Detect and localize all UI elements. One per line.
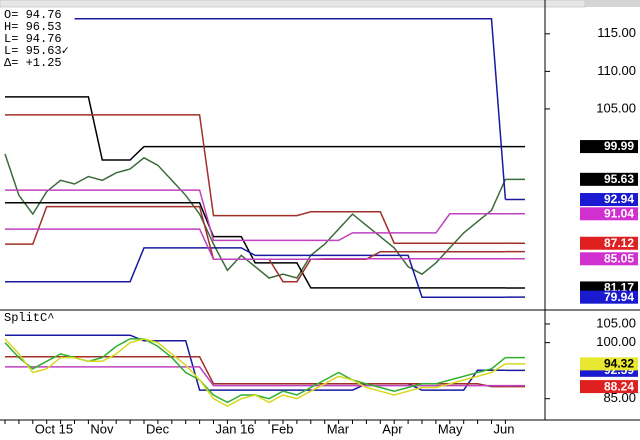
price-tag bbox=[580, 252, 638, 266]
price-tag bbox=[580, 380, 638, 394]
price-tag-label: 85.05 bbox=[604, 251, 634, 265]
price-tag-label: 88.24 bbox=[604, 379, 634, 393]
x-tick-label: Nov bbox=[90, 421, 114, 436]
series-line bbox=[5, 202, 506, 289]
x-tick-label: May bbox=[438, 421, 463, 436]
series-line bbox=[4, 153, 507, 279]
panel-title: SplitC^ bbox=[4, 311, 54, 325]
y-tick-label: 105.00 bbox=[596, 100, 636, 115]
x-tick-label: Jan 16 bbox=[216, 421, 255, 436]
x-tick-label: Dec bbox=[146, 421, 170, 436]
y-tick-label: 105.00 bbox=[596, 315, 636, 330]
price-tag bbox=[580, 207, 638, 221]
x-tick-label: Mar bbox=[327, 421, 350, 436]
price-tag bbox=[580, 357, 638, 371]
price-tag bbox=[580, 290, 638, 304]
ohlc-line: L= 95.63✓ bbox=[4, 44, 69, 58]
y-tick-label: 110.00 bbox=[597, 63, 636, 78]
price-tag bbox=[580, 172, 638, 186]
ohlc-box bbox=[1, 8, 69, 66]
price-tag bbox=[580, 236, 638, 250]
price-tag-label: 87.12 bbox=[604, 236, 634, 250]
series-line bbox=[5, 189, 506, 242]
x-tick-label: Feb bbox=[271, 421, 293, 436]
price-tag-label: 79.94 bbox=[604, 290, 634, 304]
toolbar-strip bbox=[0, 0, 640, 8]
series-line bbox=[5, 334, 506, 391]
ohlc-line: L= 94.76 bbox=[4, 32, 62, 46]
series-line bbox=[5, 96, 506, 161]
toolbar bbox=[0, 0, 586, 8]
series-line bbox=[5, 366, 506, 387]
series-line bbox=[74, 18, 507, 200]
price-tag-label: 94.32 bbox=[604, 357, 634, 371]
series-line bbox=[5, 247, 506, 298]
price-tag bbox=[580, 140, 638, 154]
plot-layer bbox=[4, 18, 525, 408]
ohlc-line: H= 96.53 bbox=[4, 20, 62, 34]
price-tag-label: 92.94 bbox=[604, 192, 634, 206]
x-tick-label: Apr bbox=[382, 421, 403, 436]
price-tag bbox=[580, 193, 638, 207]
x-tick-label: Jun bbox=[494, 421, 515, 436]
series-line bbox=[4, 338, 506, 408]
toolbar-end bbox=[585, 0, 640, 7]
y-tick-label: 100.00 bbox=[596, 334, 636, 349]
ohlc-line: Δ= +1.25 bbox=[4, 56, 62, 70]
x-tick-label: Oct 15 bbox=[35, 421, 73, 436]
ohlc-line: O= 94.76 bbox=[4, 8, 62, 22]
price-tag-label: 99.99 bbox=[604, 139, 634, 153]
series-line bbox=[5, 114, 506, 244]
series-line bbox=[5, 228, 506, 260]
price-tag-label: 91.04 bbox=[604, 206, 634, 220]
y-tick-label: 85.00 bbox=[603, 390, 636, 405]
price-tag-label: 95.63 bbox=[604, 172, 634, 186]
y-tick-label: 115.00 bbox=[597, 25, 636, 40]
